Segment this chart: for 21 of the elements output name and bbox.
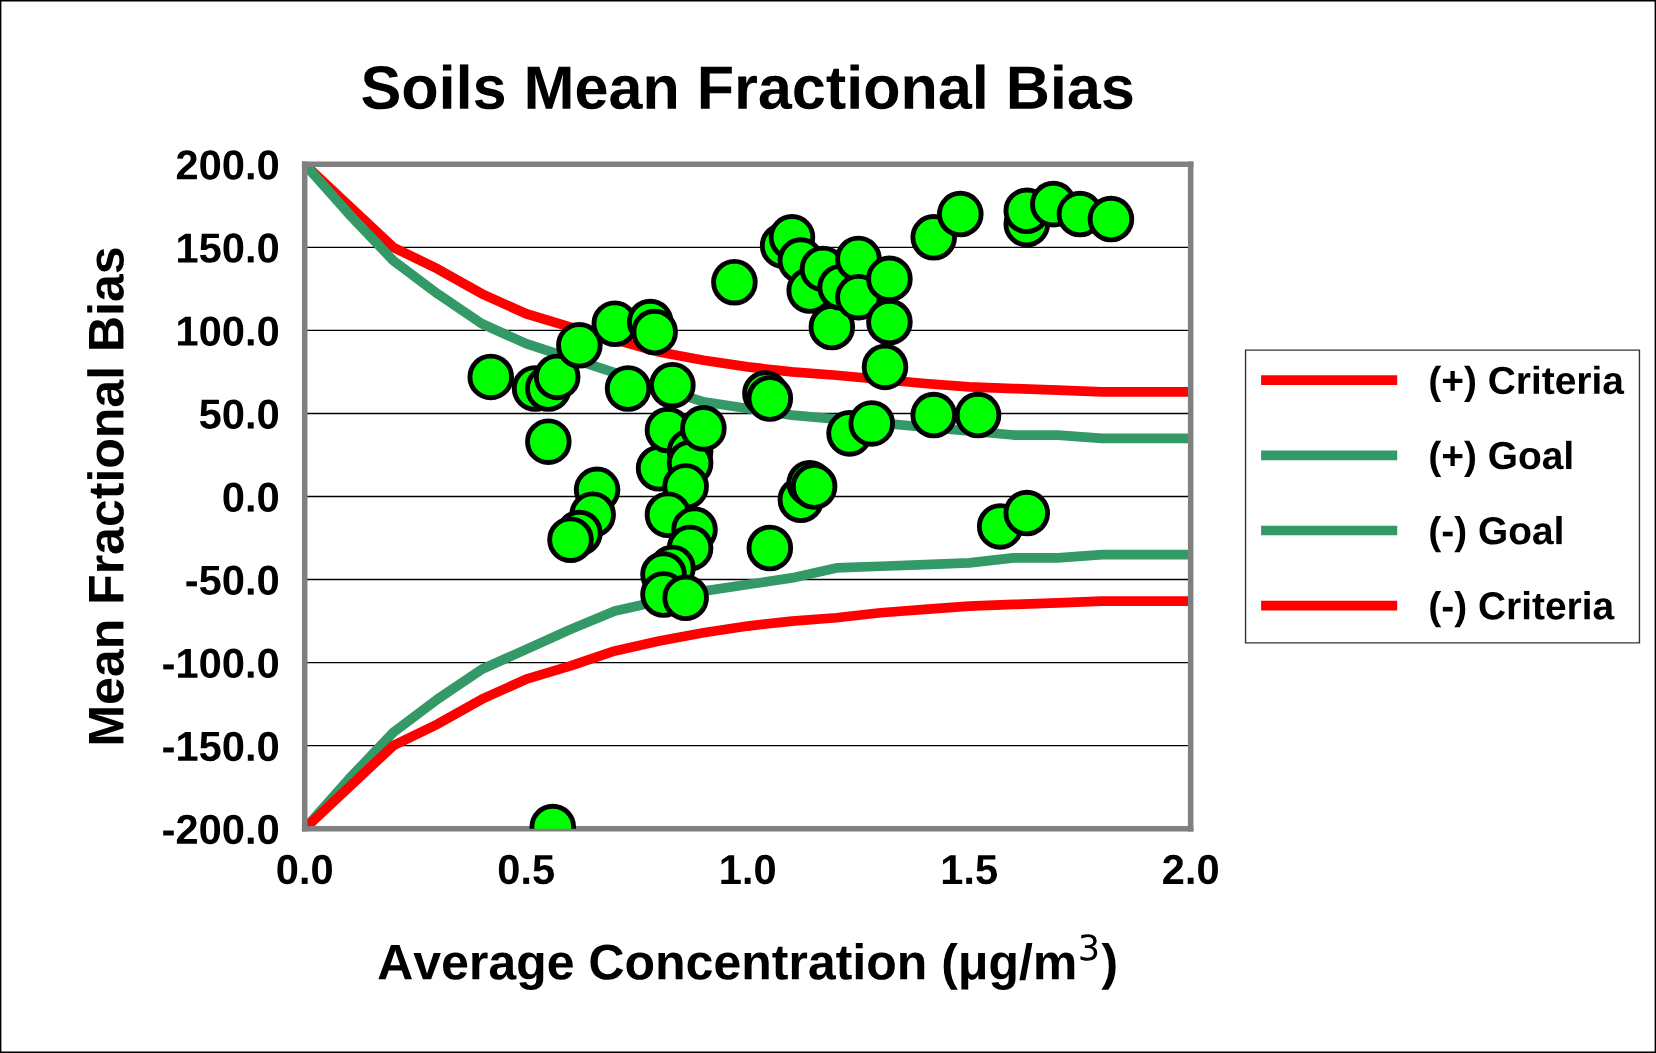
y-tick-label: 50.0 [199, 399, 278, 429]
y-tick-label: -100.0 [163, 648, 279, 679]
y-tick-label: -150.0 [163, 731, 279, 762]
x-tick-label: 2.0 [1163, 854, 1218, 885]
y-tick-label: -50.0 [186, 565, 279, 596]
legend-label: (-) Goal [1430, 515, 1562, 553]
x-tick-label: 1.5 [942, 855, 997, 885]
x-tick-label: 1.0 [721, 854, 775, 885]
y-tick-label: 0.0 [223, 482, 278, 512]
legend-label: (+) Criteria [1430, 365, 1625, 402]
y-tick-label: -200.0 [163, 814, 279, 845]
y-axis-title: Mean Fractional Bias [87, 248, 124, 744]
y-tick-label: 100.0 [178, 316, 279, 346]
y-tick-label: 150.0 [178, 233, 279, 263]
y-tick-label: 200.0 [176, 150, 279, 180]
legend-label: (+) Goal [1430, 440, 1572, 478]
x-axis-title: Average Concentration (μg/m$^{3}$) [378, 934, 1116, 990]
x-tick-label: 0.5 [498, 854, 554, 885]
chart-title: Soils Mean Fractional Bias [362, 64, 1133, 110]
x-tick-label: 0.0 [277, 854, 332, 885]
legend-label: (-) Criteria [1430, 591, 1615, 628]
